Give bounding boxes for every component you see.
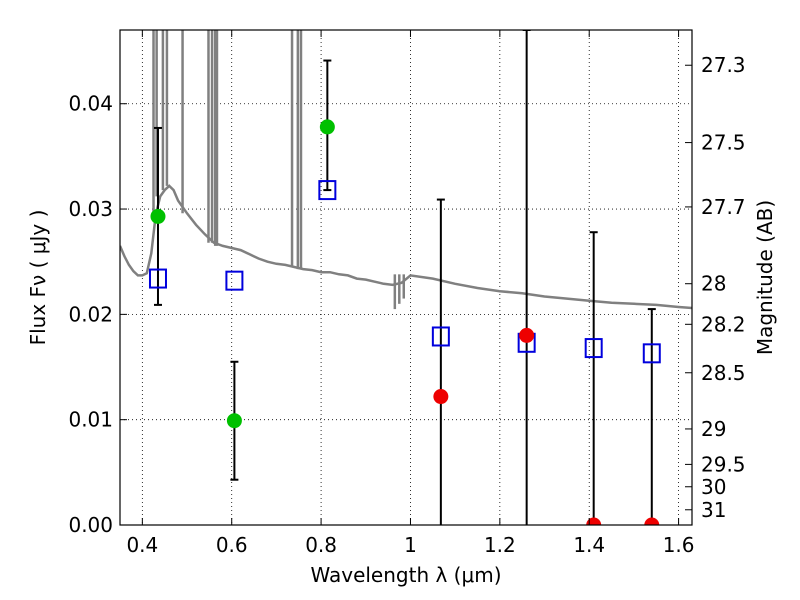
model-flux-square	[225, 270, 244, 291]
x-tick-label: 0.8	[305, 533, 337, 557]
y-right-tick-label: 29.5	[701, 452, 746, 476]
detection-point	[150, 208, 166, 224]
model-flux-square	[148, 268, 167, 289]
plot-frame	[119, 29, 693, 526]
y-right-tick-label: 31	[701, 498, 726, 522]
y-tick-label: 0.01	[68, 408, 113, 432]
y-axis-label: Flux Fν ( μJy )	[26, 210, 50, 346]
y-right-tick-label: 27.5	[701, 131, 746, 155]
x-tick-label: 1.4	[573, 533, 605, 557]
nondetection-point	[519, 327, 535, 343]
y-right-tick-label: 27.7	[701, 195, 746, 219]
axis-ticks: 0.4 0.6 0.8 1 1.2 1.4 1.6 0.00 0.01 0.02 0.03 0.04 2…	[68, 30, 746, 557]
nondetection-point	[644, 517, 660, 525]
nondetection-point	[586, 517, 602, 525]
model-sed-line	[120, 184, 692, 310]
x-tick-label: 1.2	[484, 533, 516, 557]
y-tick-label: 0.00	[68, 513, 113, 537]
model-flux-square	[642, 343, 661, 364]
x-axis-label: Wavelength λ (μm)	[310, 563, 501, 587]
y-tick-label: 0.03	[68, 197, 113, 221]
y-right-tick-label: 29	[701, 417, 726, 441]
y-right-tick-label: 28.5	[701, 361, 746, 385]
plot-area	[120, 30, 692, 525]
y-tick-label: 0.04	[68, 92, 113, 116]
detection-point	[226, 413, 242, 429]
x-tick-label: 1.6	[663, 533, 695, 557]
y-tick-label: 0.02	[68, 302, 113, 326]
y-axis-right-label: Magnitude (AB)	[753, 200, 777, 355]
y-right-tick-label: 27.3	[701, 53, 746, 77]
model-flux-square	[584, 338, 603, 359]
y-right-tick-label: 28.2	[701, 312, 746, 336]
detection-point	[319, 119, 335, 135]
model-flux-square	[318, 180, 337, 201]
x-tick-label: 0.6	[216, 533, 248, 557]
x-tick-label: 1	[404, 533, 417, 557]
nondetection-point	[433, 389, 449, 405]
x-tick-label: 0.4	[126, 533, 158, 557]
y-right-tick-label: 28	[701, 272, 726, 296]
model-flux-square	[431, 326, 450, 347]
y-right-tick-label: 30	[701, 475, 726, 499]
